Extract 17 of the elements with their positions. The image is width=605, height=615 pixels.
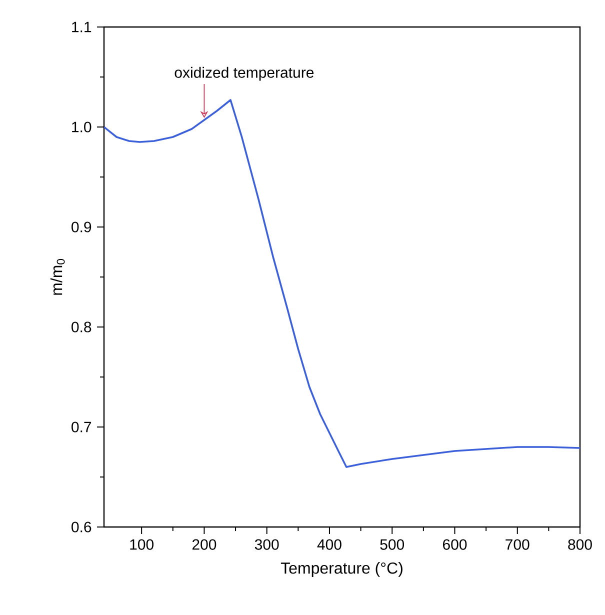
x-tick-label: 700: [506, 539, 530, 550]
y-axis-title: m/m$_{0}$: [50, 259, 65, 295]
x-tick-label: 600: [442, 539, 467, 550]
y-tick-label: 0.6: [72, 522, 92, 532]
y-tick-label: 0.8: [72, 322, 92, 332]
x-axis-title: Temperature (°C): [280, 562, 402, 577]
y-tick-label: 0.9: [72, 222, 92, 232]
y-tick-label: 1.0: [72, 122, 92, 132]
x-tick-label: 100: [130, 539, 154, 550]
x-tick-label: 500: [380, 539, 404, 550]
annotation: oxidized temperature: [174, 66, 314, 81]
y-tick-label: 0.7: [72, 422, 92, 432]
x-tick-label: 300: [254, 539, 279, 550]
x-tick-label: 200: [192, 539, 216, 550]
x-tick-label: 800: [568, 539, 592, 550]
x-tick-label: 400: [317, 539, 342, 550]
y-tick-label: 1.1: [72, 22, 92, 32]
